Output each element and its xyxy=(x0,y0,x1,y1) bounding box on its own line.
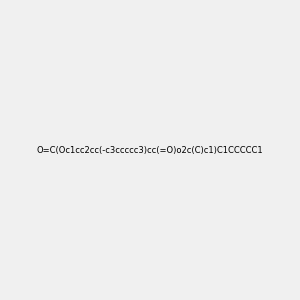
Text: O=C(Oc1cc2cc(-c3ccccc3)cc(=O)o2c(C)c1)C1CCCCC1: O=C(Oc1cc2cc(-c3ccccc3)cc(=O)o2c(C)c1)C1… xyxy=(37,146,263,154)
